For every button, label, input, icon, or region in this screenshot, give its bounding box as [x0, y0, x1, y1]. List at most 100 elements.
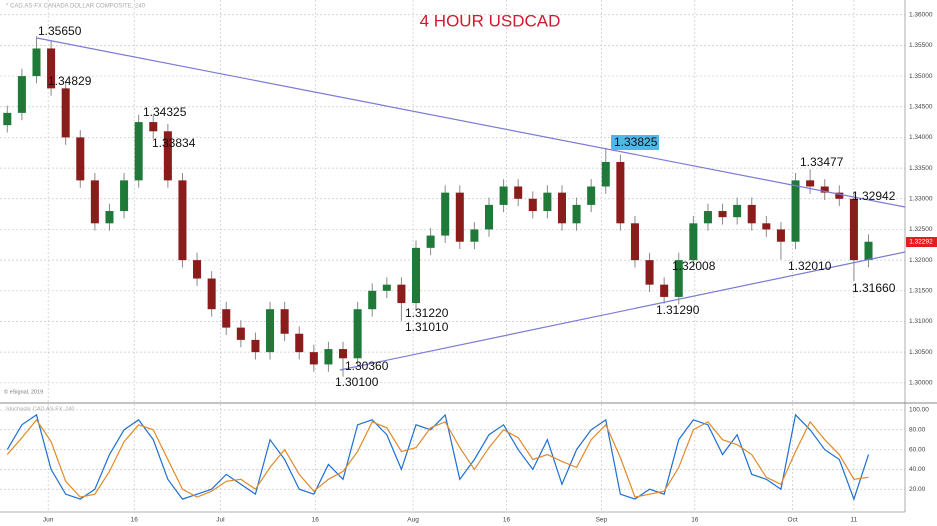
y-tick-label: 1.34000	[909, 134, 933, 141]
candle-body	[76, 137, 85, 181]
candle-body	[806, 180, 815, 187]
oscillator-title: Stochastic CAD.AS-FX, 240	[6, 406, 74, 412]
x-tick-label: 16	[131, 517, 139, 524]
candle-body	[601, 161, 610, 187]
candle-body	[499, 186, 508, 205]
y-tick-label: 80.00	[909, 426, 926, 433]
candle-body	[441, 192, 450, 236]
candle-body	[674, 260, 683, 297]
candle-body	[295, 333, 304, 353]
candle-body	[557, 192, 566, 224]
y-tick-label: 40.00	[909, 466, 926, 473]
annotation: 1.32010	[788, 259, 832, 273]
candle-body	[791, 180, 800, 242]
y-tick-label: 1.35500	[909, 42, 933, 49]
candle-body	[762, 223, 771, 230]
annotation: 1.34829	[48, 74, 92, 88]
annotation: 1.33834	[152, 136, 196, 150]
candle-body	[134, 122, 143, 181]
x-tick-label: Oct	[788, 517, 798, 524]
candle-body	[455, 192, 464, 242]
candle-body	[470, 229, 479, 242]
y-tick-label: 1.31500	[909, 288, 933, 295]
candle-body	[587, 186, 596, 205]
price-tag-label: 1.32292	[909, 239, 933, 246]
y-tick-label: 1.36000	[909, 11, 933, 18]
candle-body	[61, 88, 70, 138]
candle-body	[514, 186, 523, 199]
candle-body	[543, 192, 552, 212]
candle-body	[864, 241, 873, 261]
candle-body	[703, 211, 712, 224]
candle-body	[849, 198, 858, 261]
candle-body	[17, 76, 26, 113]
annotation: 1.35650	[38, 24, 82, 38]
candle-body	[411, 247, 421, 304]
annotation-box	[611, 135, 659, 150]
x-tick-label: 16	[691, 517, 699, 524]
candle-body	[120, 180, 129, 212]
y-tick-label: 1.34500	[909, 103, 933, 110]
candle-body	[105, 211, 114, 224]
chart-title: 4 HOUR USDCAD	[420, 11, 561, 30]
candle-body	[178, 180, 187, 261]
y-tick-label: 1.31000	[909, 318, 933, 325]
candle-body	[163, 131, 172, 181]
candle-body	[309, 352, 318, 365]
candle-body	[324, 349, 333, 365]
candle-body	[32, 48, 41, 77]
x-tick-label: Sep	[596, 517, 608, 524]
candle-body	[426, 235, 435, 248]
annotation: 1.31660	[852, 281, 896, 295]
x-tick-label: Aug	[407, 517, 419, 524]
price-tag	[906, 237, 937, 247]
annotation: 1.32942	[852, 189, 896, 203]
y-tick-label: 1.32000	[909, 257, 933, 264]
candle-body	[368, 290, 377, 310]
y-tick-label: 100.00	[909, 407, 929, 414]
candle-body	[149, 122, 158, 132]
candle-body	[90, 180, 99, 224]
candle-body	[47, 48, 56, 89]
y-tick-label: 1.33500	[909, 165, 933, 172]
candle-body	[207, 278, 216, 310]
annotation: 1.33477	[800, 155, 844, 169]
candle-body	[222, 309, 231, 328]
x-tick-label: 11	[851, 517, 858, 524]
annotation: 1.30100	[335, 375, 379, 389]
annotation: 1.31290	[656, 303, 700, 317]
x-tick-label: 16	[503, 517, 511, 524]
subtitle: * CAD.AS-FX CANADA DOLLAR COMPOSITE, 240	[6, 4, 146, 10]
annotation: 1.30360	[345, 359, 389, 373]
candles	[3, 36, 873, 501]
candle-body	[572, 204, 581, 224]
candle-body	[266, 309, 275, 353]
candle-body	[397, 284, 406, 304]
candle-body	[193, 260, 202, 279]
upper-trendline	[36, 37, 906, 208]
x-tick-label: Jun	[43, 517, 54, 524]
candle-body	[3, 112, 12, 126]
y-tick-label: 1.33000	[909, 195, 933, 202]
candle-body	[236, 327, 245, 340]
annotation: 1.33825	[614, 135, 658, 149]
lower-trendline	[339, 251, 906, 371]
x-tick-label: 16	[312, 517, 320, 524]
oscillator-line	[6, 418, 869, 498]
candle-body	[528, 198, 537, 212]
candle-body	[484, 204, 494, 230]
y-tick-label: 1.30000	[909, 380, 933, 387]
oscillator-line	[6, 413, 870, 501]
candle-body	[280, 309, 289, 334]
annotation: 1.34325	[143, 105, 187, 119]
y-tick-label: 20.00	[909, 486, 926, 493]
candle-body	[776, 229, 785, 242]
grid	[0, 0, 905, 512]
candle-body	[747, 204, 756, 224]
annotation: 1.32008	[672, 259, 716, 273]
candle-body	[820, 186, 829, 193]
candle-body	[353, 309, 362, 359]
y-tick-label: 60.00	[909, 446, 926, 453]
